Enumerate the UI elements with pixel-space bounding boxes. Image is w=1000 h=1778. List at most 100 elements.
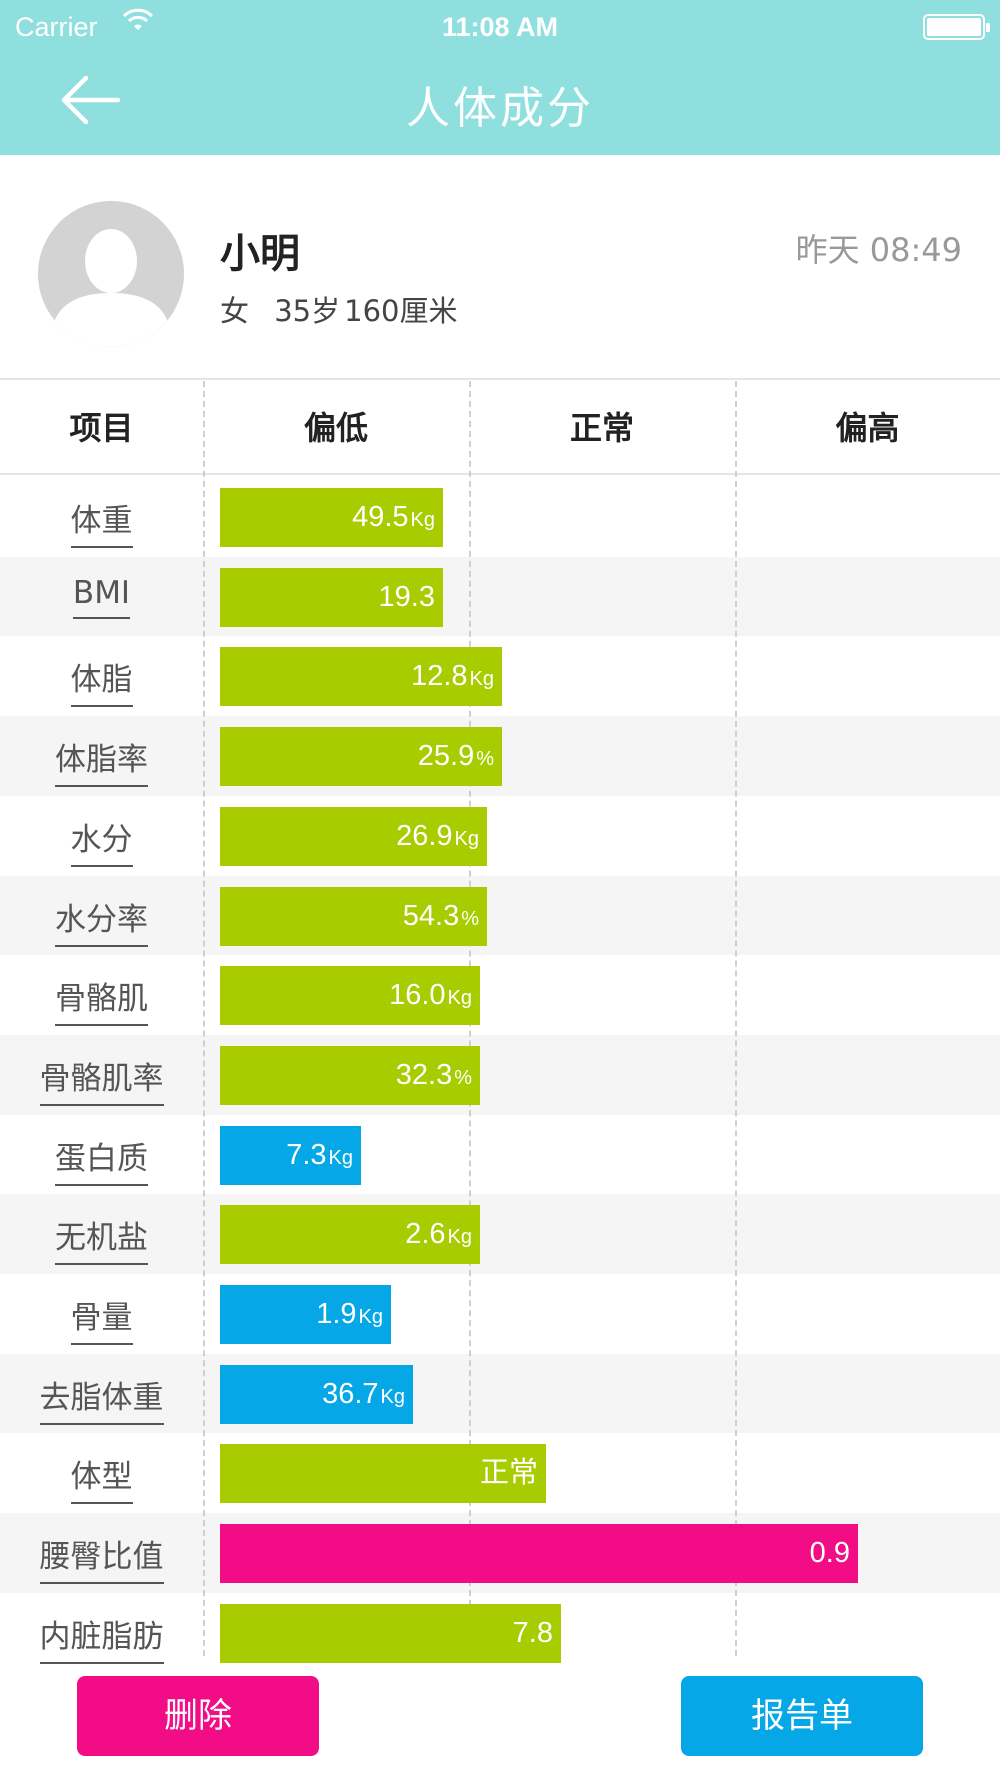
- table-row: 体重 49.5 Kg: [0, 477, 1000, 557]
- row-label-text: 体型: [70, 1451, 133, 1505]
- value-bar: 49.5 Kg: [220, 488, 443, 547]
- bar-unit: Kg: [328, 1146, 353, 1169]
- row-label[interactable]: 腰臀比值: [0, 1513, 203, 1593]
- value-bar: 0.9: [220, 1524, 858, 1584]
- row-label[interactable]: 体重: [0, 477, 203, 557]
- row-label[interactable]: 体脂: [0, 636, 203, 716]
- table-row: BMI 19.3: [0, 556, 1000, 637]
- row-label[interactable]: 体脂率: [0, 716, 203, 796]
- header-low: 偏低: [303, 409, 368, 447]
- table-row: 骨骼肌 16.0 Kg: [0, 955, 1000, 1035]
- bar-value: 正常: [479, 1457, 538, 1490]
- table-row: 内脏脂肪 7.8: [0, 1593, 1000, 1673]
- carrier-label: Carrier: [15, 12, 98, 42]
- row-label[interactable]: 体型: [0, 1433, 203, 1513]
- row-label[interactable]: BMI: [0, 557, 203, 637]
- bar-value: 26.9: [396, 819, 453, 852]
- user-meta: 女 35岁 160厘米: [220, 288, 474, 330]
- header-normal: 正常: [569, 409, 634, 447]
- bar-value: 16.0: [389, 979, 446, 1012]
- bar-unit: %: [461, 907, 479, 930]
- bar-value: 2.6: [405, 1218, 446, 1251]
- body-composition-table: 项目 偏低 正常 偏高 体重 49.5 Kg BMI 19.3 体脂 12.8 Kg 体脂率 25…: [0, 381, 1000, 1664]
- row-label[interactable]: 去脂体重: [0, 1354, 203, 1434]
- table-row: 去脂体重 36.7 Kg: [0, 1353, 1000, 1434]
- delete-button[interactable]: 删除: [77, 1676, 319, 1756]
- header-high: 偏高: [835, 409, 900, 447]
- table-row: 蛋白质 7.3 Kg: [0, 1115, 1000, 1195]
- row-label-text: 水分率: [55, 894, 148, 947]
- bar-unit: Kg: [447, 987, 472, 1010]
- row-label-text: 无机盐: [55, 1212, 148, 1266]
- row-label-text: 去脂体重: [39, 1372, 164, 1425]
- row-label[interactable]: 骨骼肌: [0, 955, 203, 1035]
- bar-unit: Kg: [447, 1226, 472, 1249]
- row-label[interactable]: 无机盐: [0, 1194, 203, 1274]
- row-label[interactable]: 蛋白质: [0, 1115, 203, 1195]
- row-label[interactable]: 水分: [0, 796, 203, 876]
- measurement-time: 昨天 08:49: [795, 231, 962, 269]
- value-bar: 36.7 Kg: [220, 1364, 413, 1424]
- bar-value: 19.3: [378, 580, 435, 613]
- table-row: 骨骼肌率 32.3%: [0, 1034, 1000, 1115]
- user-gender: 女: [220, 294, 250, 328]
- table-row: 体脂 12.8 Kg: [0, 636, 1000, 716]
- row-label-text: 蛋白质: [55, 1133, 148, 1186]
- table-row: 体型 正常: [0, 1433, 1000, 1513]
- report-button[interactable]: 报告单: [681, 1676, 923, 1756]
- bar-unit: Kg: [358, 1306, 383, 1328]
- row-label-text: 骨量: [70, 1292, 133, 1345]
- battery-icon: [923, 14, 990, 40]
- value-bar: 7.8: [220, 1603, 561, 1663]
- wifi-icon: [122, 8, 154, 41]
- navigation-bar: Carrier 11:08 AM 人体成分: [0, 0, 1000, 155]
- value-bar: 7.3 Kg: [220, 1125, 361, 1185]
- back-button[interactable]: [58, 72, 122, 128]
- table-row: 水分 26.9 Kg: [0, 796, 1000, 876]
- bar-value: 7.3: [286, 1138, 327, 1171]
- value-bar: 12.8 Kg: [220, 647, 502, 707]
- bar-unit: Kg: [380, 1385, 405, 1408]
- bar-value: 36.7: [322, 1377, 379, 1410]
- bar-value: 49.5: [352, 501, 409, 533]
- bar-value: 32.3: [395, 1058, 453, 1091]
- row-label-text: BMI: [72, 575, 131, 619]
- row-label-text: 骨骼肌: [55, 973, 148, 1027]
- person-icon: [38, 201, 184, 347]
- avatar: [38, 201, 184, 347]
- row-label-text: 内脏脂肪: [39, 1611, 164, 1664]
- row-label[interactable]: 骨量: [0, 1274, 203, 1354]
- row-label[interactable]: 骨骼肌率: [0, 1035, 203, 1115]
- row-label-text: 体脂率: [55, 734, 148, 788]
- bar-value: 1.9: [316, 1298, 357, 1330]
- table-header: 项目 偏低 正常 偏高: [0, 381, 1000, 475]
- status-time: 11:08 AM: [441, 12, 559, 42]
- table-row: 无机盐 2.6 Kg: [0, 1194, 1000, 1274]
- value-bar: 54.3%: [220, 886, 487, 946]
- row-label[interactable]: 内脏脂肪: [0, 1593, 203, 1673]
- value-bar: 2.6 Kg: [220, 1205, 480, 1265]
- value-bar: 26.9 Kg: [220, 806, 487, 866]
- table-row: 体脂率 25.9%: [0, 716, 1000, 796]
- status-bar: Carrier 11:08 AM: [15, 8, 990, 42]
- bar-unit: Kg: [454, 827, 479, 850]
- value-bar: 正常: [220, 1444, 546, 1504]
- table-row: 骨量 1.9 Kg: [0, 1274, 1000, 1354]
- user-age: 35岁: [274, 294, 341, 328]
- user-name: 小明: [220, 231, 300, 277]
- row-label-text: 体重: [70, 495, 133, 548]
- value-bar: 32.3%: [220, 1045, 480, 1105]
- bar-value: 54.3: [402, 899, 460, 932]
- bar-value: 0.9: [809, 1537, 850, 1570]
- header-item: 项目: [69, 409, 134, 447]
- table-row: 腰臀比值 0.9: [0, 1513, 1000, 1593]
- table-row: 水分率 54.3%: [0, 875, 1000, 956]
- bar-unit: %: [454, 1066, 472, 1089]
- row-label[interactable]: 水分率: [0, 876, 203, 956]
- bar-value: 25.9: [417, 740, 475, 773]
- row-label-text: 体脂: [70, 654, 133, 708]
- page-title: 人体成分: [406, 83, 594, 134]
- row-label-text: 骨骼肌率: [39, 1053, 164, 1106]
- value-bar: 19.3: [220, 567, 443, 627]
- bar-value: 7.8: [512, 1616, 553, 1649]
